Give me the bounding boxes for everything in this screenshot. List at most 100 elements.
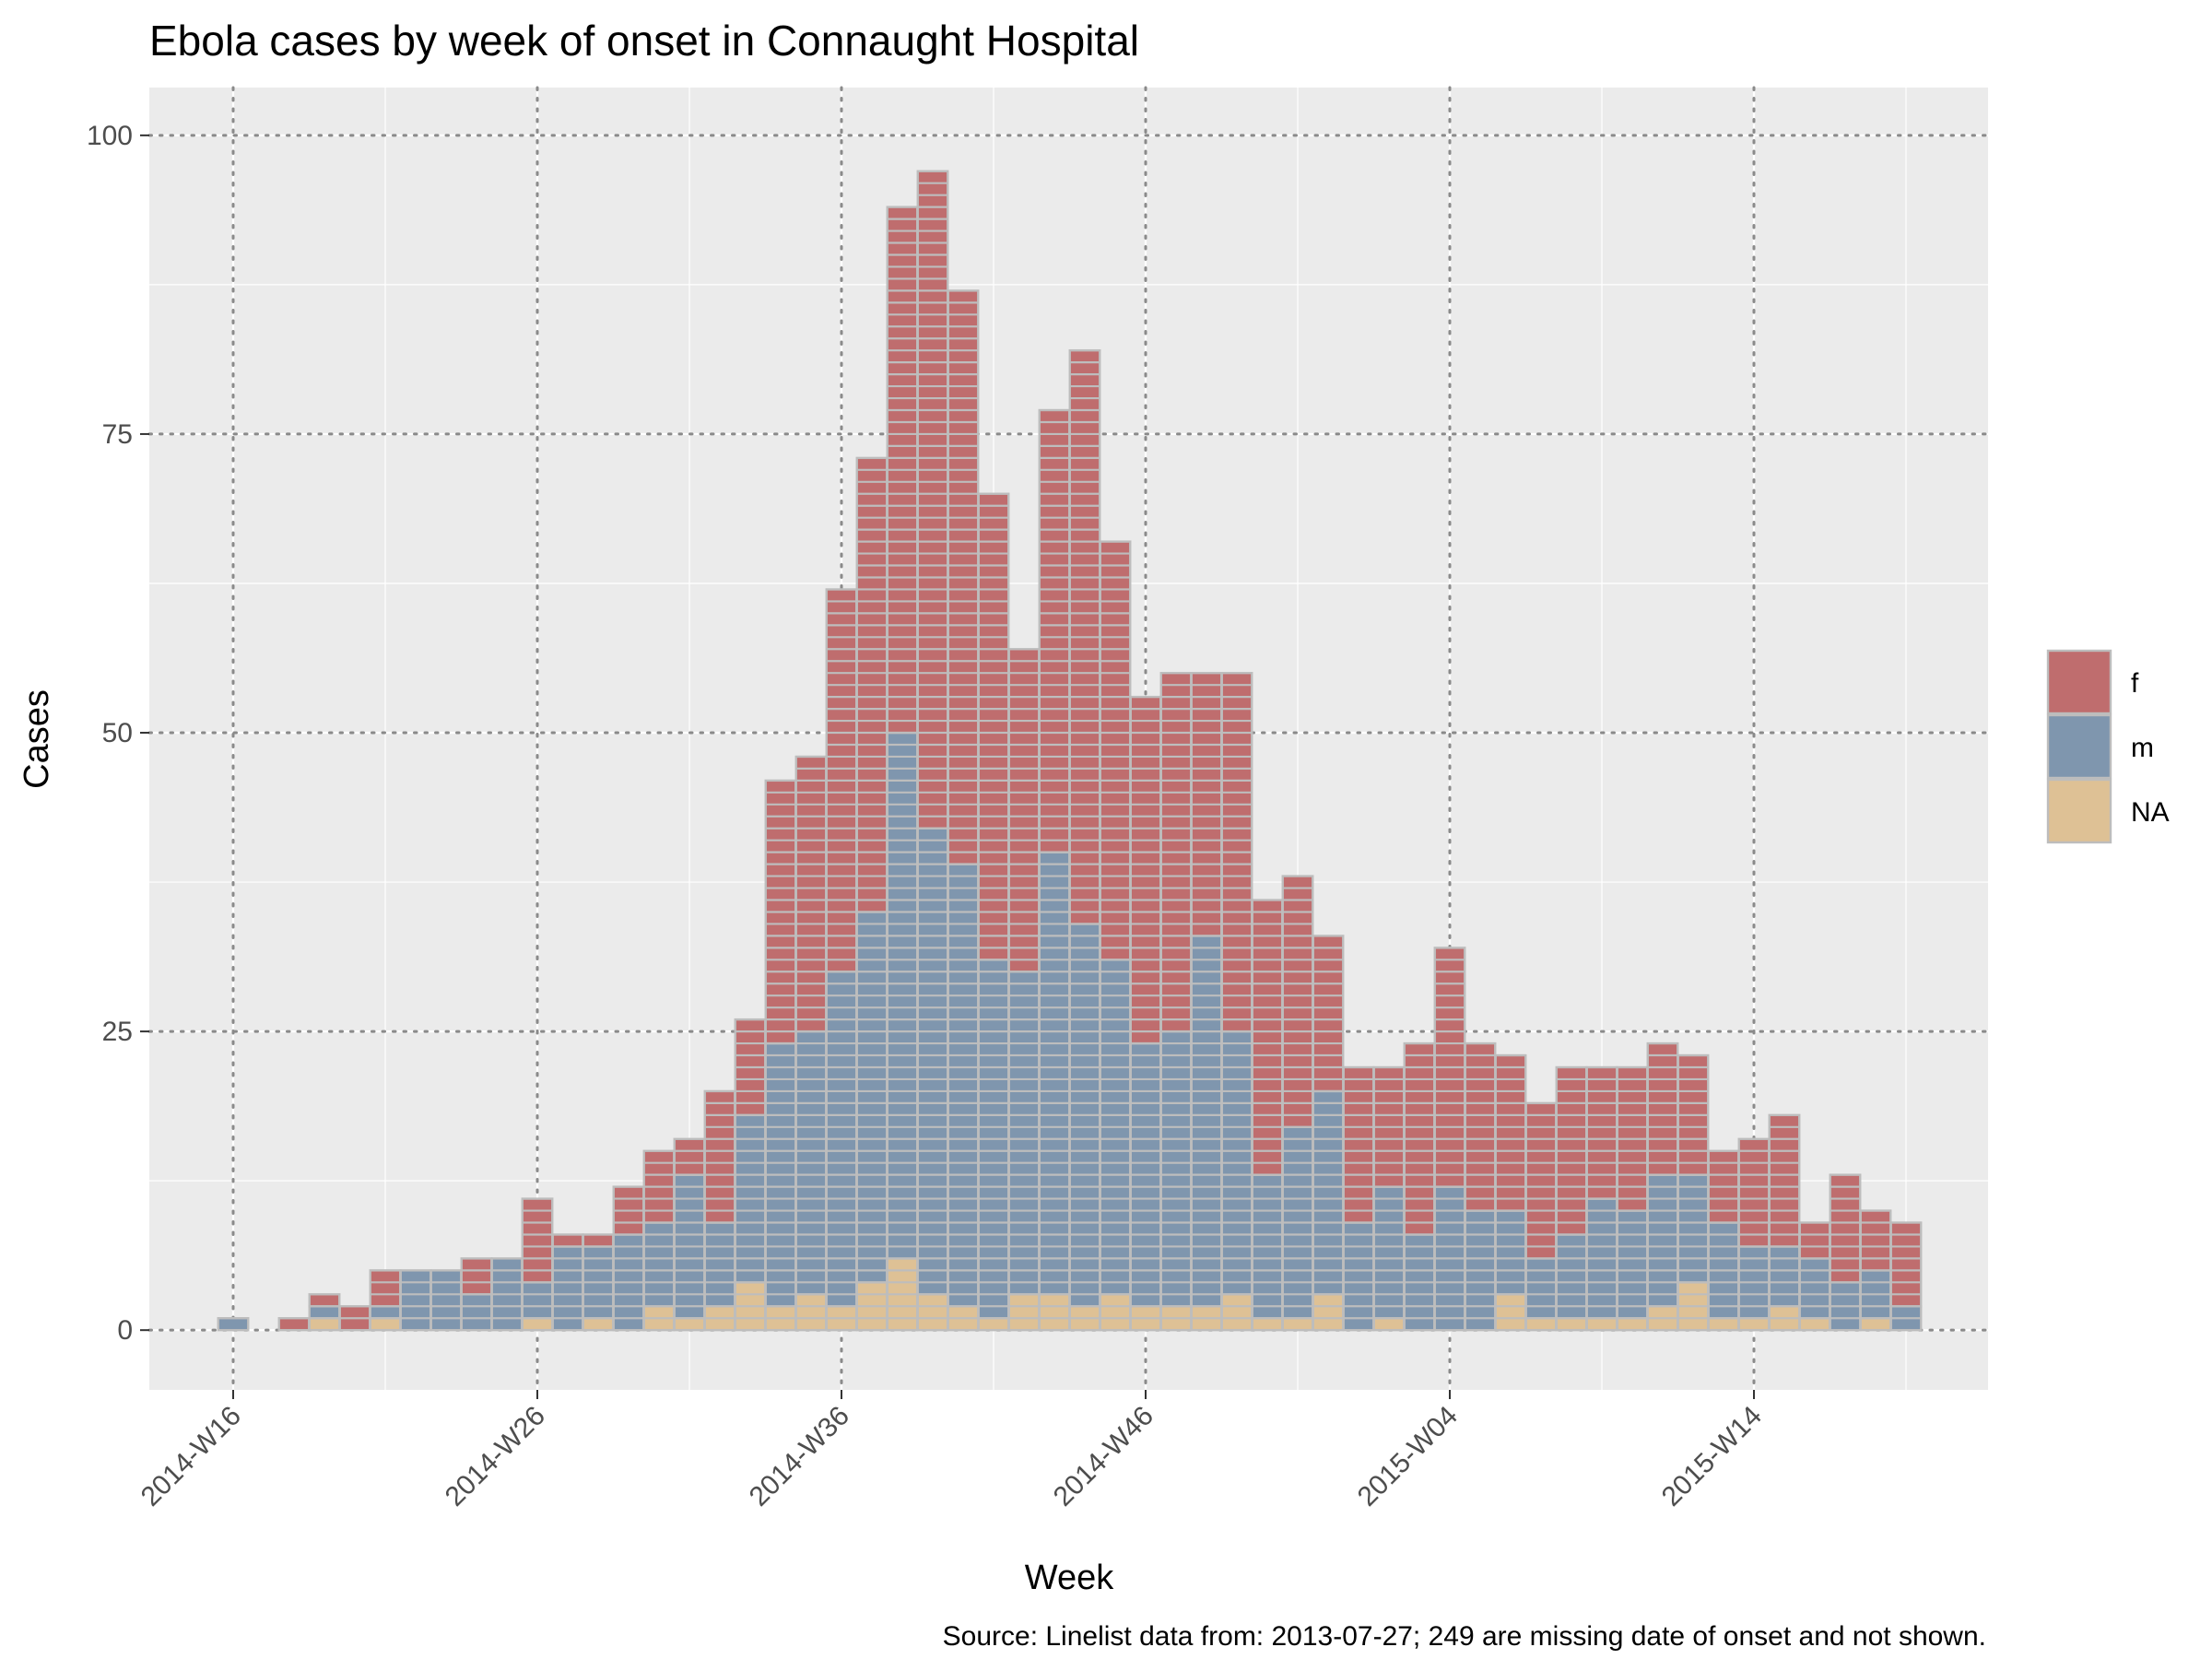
bar-segment-f xyxy=(521,1197,554,1284)
bar-fill xyxy=(1495,1294,1526,1331)
bar-fill xyxy=(1647,1043,1678,1175)
legend-label: NA xyxy=(2131,797,2170,828)
bar-segment-f xyxy=(1889,1221,1923,1308)
x-tick-label: 2014-W36 xyxy=(744,1401,855,1512)
x-tick-label: 2015-W04 xyxy=(1352,1401,1464,1512)
legend-item: m xyxy=(2046,713,2154,780)
bar-segment-na xyxy=(855,1281,888,1332)
bar-segment-na xyxy=(1524,1317,1558,1332)
bar-segment-m xyxy=(947,863,980,1308)
bar-segment-na xyxy=(1798,1317,1831,1332)
bar-fill xyxy=(978,1318,1009,1331)
bar-fill xyxy=(1525,1258,1557,1319)
bar-fill xyxy=(309,1318,340,1331)
bar-segment-m xyxy=(916,827,949,1296)
bar-segment-f xyxy=(825,588,858,973)
bar-outline xyxy=(217,1317,250,1332)
bar-segment-m xyxy=(642,1221,676,1308)
bar-segment-f xyxy=(916,170,949,830)
bar-segment-na xyxy=(886,1257,919,1332)
bar-fill xyxy=(1252,1318,1283,1331)
bar-fill xyxy=(522,1318,553,1331)
bar-segment-m xyxy=(399,1269,432,1332)
y-tick-label: 50 xyxy=(102,718,133,748)
bar-fill xyxy=(1221,1294,1253,1331)
bar-fill xyxy=(1160,1031,1192,1307)
bar-segment-na xyxy=(1372,1317,1406,1332)
x-tick-label: 2014-W26 xyxy=(440,1401,551,1512)
bar-fill xyxy=(1312,1294,1344,1331)
y-tick-label: 0 xyxy=(117,1315,133,1346)
bar-segment-f xyxy=(1737,1137,1771,1248)
bar-segment-na xyxy=(977,1317,1010,1332)
bar-fill xyxy=(917,828,948,1295)
bar-fill xyxy=(552,1246,583,1331)
bar-segment-na xyxy=(521,1317,554,1332)
bar-fill xyxy=(1039,410,1070,853)
bar-segment-f xyxy=(1220,672,1253,1033)
bar-segment-f xyxy=(1494,1053,1527,1212)
bar-segment-m xyxy=(1859,1269,1892,1320)
bar-fill xyxy=(856,912,888,1283)
bar-fill xyxy=(1738,1138,1770,1247)
bar-fill xyxy=(1312,935,1344,1091)
bar-segment-f xyxy=(703,1089,736,1224)
y-tick-label: 100 xyxy=(87,121,133,151)
bar-segment-na xyxy=(1494,1293,1527,1332)
bar-segment-na xyxy=(642,1305,676,1332)
bar-segment-m xyxy=(1829,1281,1862,1332)
bar-fill xyxy=(1039,852,1070,1295)
bar-fill xyxy=(461,1258,492,1295)
bar-segment-na xyxy=(1038,1293,1071,1332)
bar-segment-f xyxy=(1829,1173,1862,1284)
bar-segment-m xyxy=(612,1233,645,1332)
bar-segment-na xyxy=(1068,1305,1101,1332)
bar-fill xyxy=(522,1282,553,1319)
bar-segment-f xyxy=(1372,1065,1406,1188)
bar-fill xyxy=(1525,1318,1557,1331)
bar-segment-na xyxy=(1859,1317,1892,1332)
bar-fill xyxy=(1008,1294,1040,1331)
bar-fill xyxy=(674,1318,705,1331)
bar-segment-na xyxy=(734,1281,767,1332)
bar-fill xyxy=(1100,1294,1131,1331)
bar-segment-na xyxy=(1737,1317,1771,1332)
bar-fill xyxy=(582,1234,614,1247)
bar-segment-f xyxy=(1251,899,1284,1176)
bar-segment-m xyxy=(1433,1185,1466,1332)
bar-segment-m xyxy=(1312,1089,1345,1296)
bar-outline xyxy=(308,1293,341,1308)
bar-segment-na xyxy=(1129,1305,1162,1332)
bar-fill xyxy=(1769,1114,1800,1247)
bar-segment-m xyxy=(1372,1185,1406,1320)
bar-segment-na xyxy=(1555,1317,1588,1332)
bar-segment-m xyxy=(1007,971,1041,1296)
legend-label: f xyxy=(2131,668,2139,699)
bar-segment-f xyxy=(1859,1209,1892,1272)
bar-fill xyxy=(552,1234,583,1247)
bar-segment-f xyxy=(1646,1041,1679,1176)
bar-fill xyxy=(1556,1318,1587,1331)
bar-segment-m xyxy=(1585,1197,1618,1320)
bar-fill xyxy=(1343,1066,1374,1223)
bar-fill xyxy=(1617,1210,1648,1319)
bar-segment-na xyxy=(673,1317,706,1332)
x-tick-label: 2014-W16 xyxy=(135,1401,247,1512)
bar-segment-f xyxy=(1403,1041,1436,1236)
bar-segment-m xyxy=(1251,1173,1284,1320)
bar-fill xyxy=(704,1222,735,1307)
bar-outline xyxy=(1889,1221,1923,1308)
bar-segment-na xyxy=(1190,1305,1223,1332)
bar-fill xyxy=(1738,1318,1770,1331)
bar-fill xyxy=(1586,1318,1618,1331)
bar-segment-f xyxy=(794,755,828,1033)
bar-segment-m xyxy=(1677,1173,1710,1284)
bar-segment-m xyxy=(764,1041,797,1308)
bar-segment-f xyxy=(1038,408,1071,853)
bar-segment-m xyxy=(1464,1209,1497,1332)
bar-segment-f xyxy=(1312,935,1345,1093)
bar-fill xyxy=(522,1198,553,1283)
bar-fill xyxy=(1830,1174,1861,1283)
bar-segment-f xyxy=(1281,875,1314,1129)
bar-fill xyxy=(1677,1174,1709,1283)
